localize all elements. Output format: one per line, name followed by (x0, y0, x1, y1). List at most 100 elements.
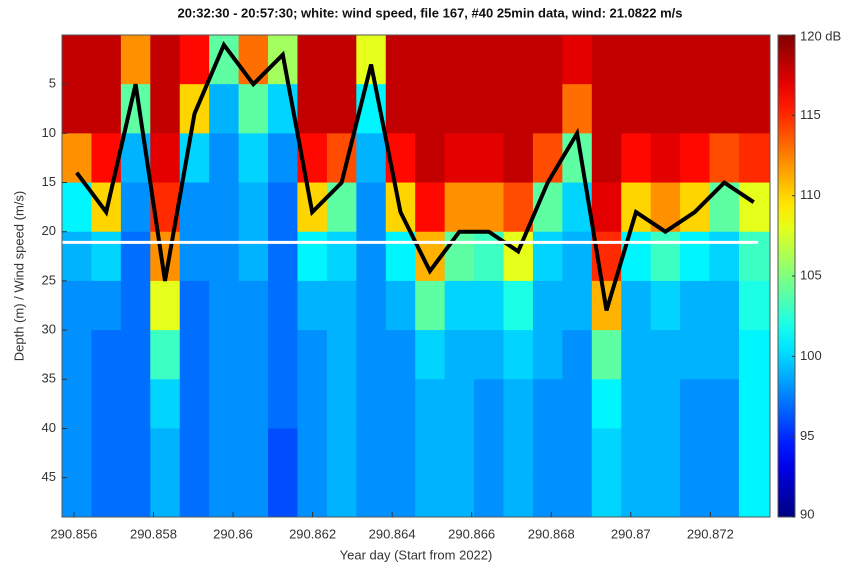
heat-cell (709, 428, 740, 479)
heat-cell (150, 84, 181, 134)
heat-cell (680, 35, 711, 85)
heat-cell (562, 280, 593, 331)
heat-cell (562, 35, 593, 85)
heat-cell (591, 35, 622, 85)
heat-cell (650, 330, 681, 380)
x-tick-label: 290.866 (448, 526, 495, 541)
heat-cell (444, 231, 475, 282)
heat-cell (179, 280, 210, 331)
heat-cell (444, 182, 475, 233)
heat-cell (209, 379, 240, 429)
heat-cell (62, 84, 92, 134)
heat-cell (444, 280, 475, 331)
heat-cell (415, 428, 446, 479)
heat-cell (238, 379, 269, 429)
heat-cell (738, 84, 771, 134)
heat-cell (150, 133, 181, 184)
heat-cell (415, 133, 446, 184)
heat-cell (738, 182, 771, 233)
heat-cell (562, 428, 593, 479)
heat-cell (562, 231, 593, 282)
heat-cell (385, 428, 416, 479)
heat-cell (356, 330, 387, 380)
heat-cell (385, 379, 416, 429)
heat-cell (532, 84, 563, 134)
heat-cell (385, 330, 416, 380)
heat-cell (356, 428, 387, 479)
heat-cell (120, 330, 151, 380)
heat-cell (91, 330, 122, 380)
heat-cell (415, 35, 446, 85)
y-tick-label: 20 (42, 223, 56, 238)
heat-cell (650, 84, 681, 134)
heat-cell (650, 428, 681, 479)
x-tick-label: 290.872 (687, 526, 734, 541)
heat-cell (209, 133, 240, 184)
heat-cell (150, 280, 181, 331)
heat-cell (179, 182, 210, 233)
heat-cell (268, 379, 298, 429)
heat-cell (591, 84, 622, 134)
heat-cell (738, 330, 771, 380)
heat-cell (474, 133, 505, 184)
heat-cell (385, 280, 416, 331)
colorbar-tick-label: 115 (800, 107, 821, 122)
heat-cell (621, 330, 652, 380)
heat-cell (562, 379, 593, 429)
heat-cell (62, 35, 92, 85)
heat-cell (591, 428, 622, 479)
heat-cell (532, 133, 563, 184)
heat-cell (120, 280, 151, 331)
heat-cell (650, 280, 681, 331)
heat-cell (503, 133, 534, 184)
heat-cell (120, 379, 151, 429)
heat-cell (268, 280, 298, 331)
heat-cell (738, 35, 771, 85)
heat-cell (91, 35, 122, 85)
heat-cell (238, 280, 269, 331)
colorbar-tick-label: 120 dB (800, 28, 841, 43)
y-tick-label: 5 (49, 76, 56, 91)
x-axis-label: Year day (Start from 2022) (340, 547, 493, 562)
heat-cell (709, 84, 740, 134)
x-tick-label: 290.87 (611, 526, 651, 541)
heat-cell (179, 35, 210, 85)
heat-cell (268, 182, 298, 233)
heat-cell (680, 280, 711, 331)
heat-cell (179, 379, 210, 429)
chart-title: 20:32:30 - 20:57:30; white: wind speed, … (177, 5, 682, 20)
y-tick-label: 30 (42, 322, 56, 337)
heat-cell (385, 35, 416, 85)
heat-cell (415, 330, 446, 380)
heat-cell (709, 379, 740, 429)
heat-cell (385, 84, 416, 134)
heat-cell (356, 35, 387, 85)
heat-cell (444, 477, 475, 518)
x-tick-label: 290.858 (130, 526, 177, 541)
heat-cell (738, 379, 771, 429)
heat-cell (503, 330, 534, 380)
heat-cell (621, 428, 652, 479)
heat-cell (591, 133, 622, 184)
y-tick-label: 45 (42, 469, 56, 484)
heat-cell (680, 231, 711, 282)
heat-cell (326, 428, 357, 479)
heat-cell (62, 231, 92, 282)
heat-cell (709, 280, 740, 331)
heat-cell (62, 379, 92, 429)
heat-cell (150, 477, 181, 518)
heat-cell (444, 133, 475, 184)
heat-cell (474, 330, 505, 380)
heat-cell (621, 182, 652, 233)
x-tick-label: 290.86 (213, 526, 253, 541)
heat-cell (680, 182, 711, 233)
heat-cell (503, 35, 534, 85)
heat-cell (120, 182, 151, 233)
heat-cell (415, 182, 446, 233)
heat-cell (444, 428, 475, 479)
heat-cell (650, 231, 681, 282)
x-tick-label: 290.862 (289, 526, 336, 541)
heat-cell (238, 477, 269, 518)
heat-cell (591, 379, 622, 429)
colorbar-tick-label: 105 (800, 267, 822, 282)
